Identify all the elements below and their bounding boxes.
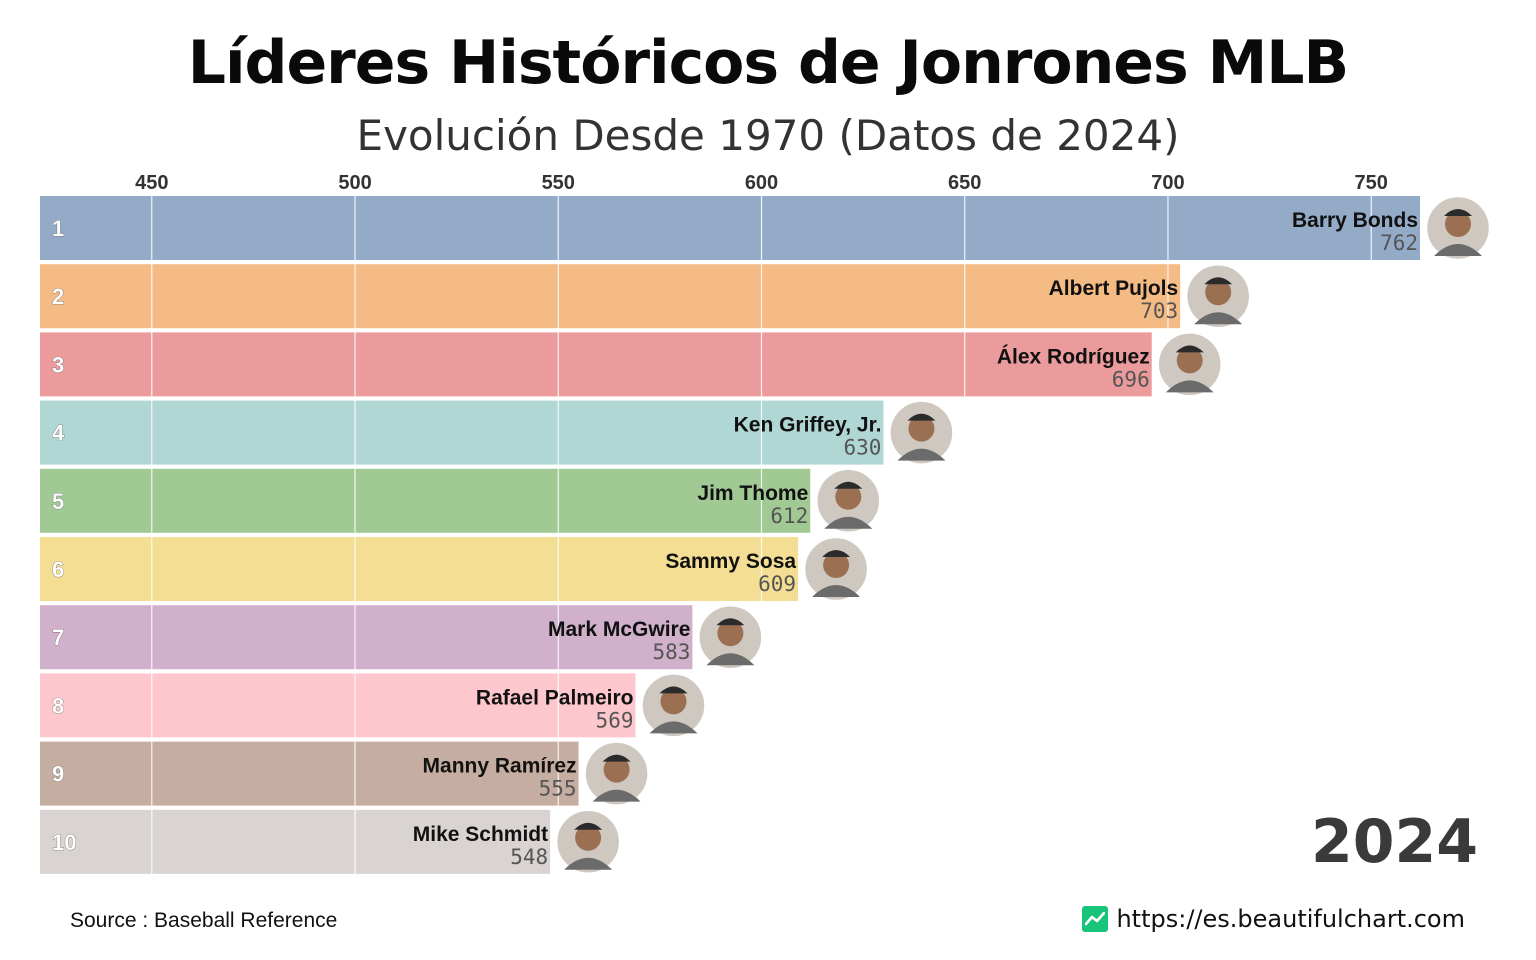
avatar-head [1176, 347, 1203, 374]
rank-label: 1 [52, 216, 64, 241]
bar-rank-7 [40, 605, 693, 670]
player-name-label: Rafael Palmeiro [476, 686, 634, 709]
home-run-value-label: 762 [1380, 231, 1418, 255]
rank-label: 2 [52, 284, 64, 309]
home-run-value-label: 548 [510, 845, 548, 869]
player-avatar-icon [584, 741, 649, 806]
rank-label: 3 [52, 352, 64, 377]
player-name-label: Álex Rodríguez [997, 345, 1150, 368]
bar-rank-1 [40, 196, 1420, 260]
player-name-label: Manny Ramírez [423, 755, 577, 778]
rank-label: 6 [52, 557, 64, 582]
rank-label: 5 [52, 489, 64, 514]
avatar-cap [834, 481, 863, 489]
rank-label: 10 [52, 830, 76, 855]
avatar-body [706, 653, 755, 666]
grid-layer [151, 196, 1372, 874]
player-name-label: Ken Griffey, Jr. [734, 414, 882, 437]
home-run-value-label: 696 [1112, 367, 1150, 391]
bar-rank-10 [40, 809, 551, 874]
avatar-body [897, 448, 946, 461]
player-name-label: Albert Pujols [1049, 277, 1179, 300]
avatar-body [824, 516, 873, 529]
avatar-cap [716, 618, 745, 626]
avatar-cap [602, 754, 631, 762]
bar-rank-9 [40, 741, 579, 806]
home-run-value-label: 583 [652, 640, 690, 664]
player-avatar-icon [803, 536, 869, 602]
chart-title: Líderes Históricos de Jonrones MLB [187, 28, 1350, 98]
bar-rank-8 [40, 673, 636, 738]
player-avatar-icon [698, 604, 763, 670]
rank-label: 4 [52, 421, 65, 446]
avatar-body [564, 857, 613, 870]
player-name-label: Sammy Sosa [665, 550, 796, 573]
avatar-body [1165, 380, 1214, 393]
site-url: https://es.beautifulchart.com [1116, 905, 1465, 933]
source-note: Source : Baseball Reference [70, 909, 338, 932]
player-avatar-icon [1425, 195, 1491, 261]
avatar-body [1434, 244, 1482, 256]
avatar-cap [574, 822, 603, 830]
rank-label: 9 [52, 762, 64, 787]
player-name-label: Jim Thome [697, 482, 808, 505]
avatar-head [660, 688, 687, 715]
site-link[interactable]: https://es.beautifulchart.com [1082, 905, 1465, 933]
bar-rank-6 [40, 537, 799, 601]
chart-subtitle: Evolución Desde 1970 (Datos de 2024) [356, 111, 1180, 160]
bar-rank-2 [40, 264, 1181, 329]
player-name-label: Mark McGwire [548, 618, 690, 641]
avatar-cap [907, 413, 936, 421]
avatar-head [908, 415, 935, 442]
avatar-cap [1175, 345, 1204, 353]
tick-label-600: 600 [745, 172, 778, 194]
avatar-body [812, 585, 861, 597]
year-label: 2024 [1311, 807, 1478, 877]
tick-label-700: 700 [1151, 172, 1184, 194]
bar-rank-3 [40, 332, 1152, 397]
tick-label-500: 500 [338, 172, 371, 194]
home-run-value-label: 609 [758, 572, 796, 596]
home-run-value-label: 630 [844, 436, 882, 460]
bar-rank-4 [40, 400, 884, 465]
avatar-cap [1444, 209, 1472, 216]
home-run-value-label: 703 [1140, 299, 1178, 323]
avatar-head [717, 620, 744, 647]
player-avatar-icon [641, 673, 706, 738]
rank-label: 8 [52, 693, 64, 718]
player-avatar-icon [1157, 332, 1222, 397]
avatar-head [823, 552, 850, 578]
player-name-label: Barry Bonds [1292, 209, 1418, 232]
chart-trend-icon [1082, 906, 1109, 932]
player-avatar-icon [889, 400, 954, 465]
avatar-cap [1204, 277, 1233, 285]
avatar-head [1445, 211, 1471, 237]
player-avatar-icon [816, 468, 881, 534]
tick-label-550: 550 [542, 172, 575, 194]
player-name-label: Mike Schmidt [413, 823, 548, 846]
home-run-value-label: 569 [596, 708, 634, 732]
tick-label-650: 650 [948, 172, 981, 194]
avatar-head [575, 824, 602, 851]
bars-layer [40, 196, 1420, 874]
tick-labels: 450 500 550 600 650 700 750 [135, 172, 1388, 194]
avatar-head [835, 483, 862, 510]
player-avatar-icon [1185, 263, 1251, 329]
home-run-value-label: 555 [539, 777, 577, 801]
tick-label-450: 450 [135, 172, 168, 194]
player-avatar-icon [555, 809, 621, 875]
tick-label-750: 750 [1355, 172, 1388, 194]
avatar-body [592, 789, 641, 802]
avatar-head [603, 756, 630, 783]
home-run-value-label: 612 [770, 504, 808, 528]
avatar-body [649, 721, 698, 734]
rank-label: 7 [52, 625, 64, 650]
bar-rank-5 [40, 468, 811, 533]
avatar-head [1205, 279, 1232, 306]
avatar-cap [659, 686, 688, 694]
avatar-body [1194, 312, 1243, 325]
avatar-cap [822, 550, 851, 557]
